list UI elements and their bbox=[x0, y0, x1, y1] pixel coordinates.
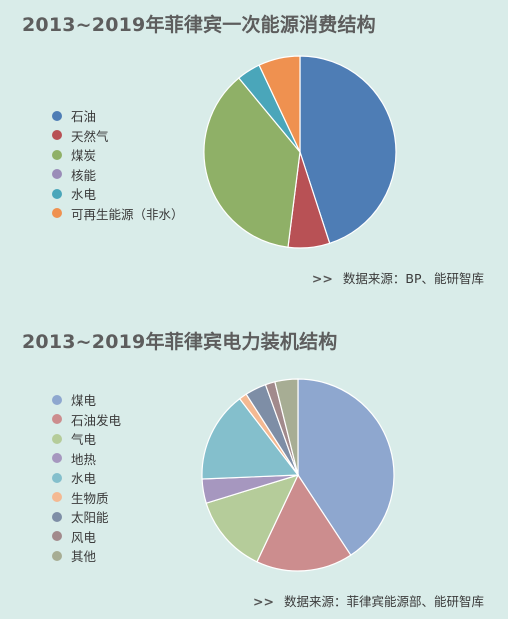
source-text: 数据来源：菲律宾能源部、能研智库 bbox=[283, 594, 484, 609]
legend-label: 可再生能源（非水） bbox=[71, 206, 184, 222]
pie-slice-2 bbox=[203, 77, 301, 248]
legend-swatch bbox=[52, 394, 62, 405]
source-arrow: >> bbox=[311, 271, 333, 286]
legend-label: 其他 bbox=[71, 549, 97, 565]
pie-slice-1 bbox=[256, 473, 352, 572]
legend-item: 煤炭 bbox=[52, 145, 184, 165]
legend-swatch bbox=[52, 169, 62, 180]
legend-label: 水电 bbox=[71, 471, 97, 487]
data-source-note: >> 数据来源：菲律宾能源部、能研智库 bbox=[253, 591, 484, 610]
pie-slice-8 bbox=[274, 378, 299, 476]
chart-title: 2013~2019年菲律宾一次能源消费结构 bbox=[22, 14, 376, 36]
legend-item: 核能 bbox=[52, 165, 184, 185]
legend-swatch bbox=[52, 110, 62, 121]
pie-slice-0 bbox=[299, 55, 397, 245]
legend-label: 石油 bbox=[71, 109, 97, 125]
pie-slice-5 bbox=[258, 55, 301, 153]
legend-item: 石油 bbox=[52, 106, 184, 126]
legend-item: 水电 bbox=[52, 468, 121, 488]
power-capacity-pie-chart bbox=[201, 378, 395, 572]
data-source-note: >> 数据来源：BP、能研智库 bbox=[312, 268, 484, 287]
legend-label: 气电 bbox=[71, 432, 97, 448]
chart-title: 2013~2019年菲律宾电力装机结构 bbox=[22, 331, 338, 353]
legend-label: 太阳能 bbox=[71, 510, 109, 526]
chart-legend: 石油天然气煤炭核能水电可再生能源（非水） bbox=[52, 106, 184, 223]
power-capacity-chart-panel: 2013~2019年菲律宾电力装机结构 煤电石油发电气电地热水电生物质太阳能风电… bbox=[0, 318, 508, 619]
legend-label: 地热 bbox=[71, 451, 97, 467]
legend-swatch bbox=[52, 472, 62, 483]
legend-swatch bbox=[52, 492, 62, 503]
legend-item: 气电 bbox=[52, 429, 121, 449]
source-arrow: >> bbox=[253, 594, 274, 609]
pie-slice-4 bbox=[201, 397, 300, 480]
legend-item: 风电 bbox=[52, 527, 121, 547]
legend-item: 可再生能源（非水） bbox=[52, 204, 184, 224]
legend-label: 水电 bbox=[71, 187, 97, 203]
legend-item: 天然气 bbox=[52, 126, 184, 146]
legend-item: 地热 bbox=[52, 449, 121, 469]
primary-energy-chart-panel: 2013~2019年菲律宾一次能源消费结构 石油天然气煤炭核能水电可再生能源（非… bbox=[0, 0, 508, 300]
legend-item: 太阳能 bbox=[52, 507, 121, 527]
legend-swatch bbox=[52, 188, 62, 199]
legend-label: 风电 bbox=[71, 529, 97, 545]
legend-label: 煤电 bbox=[71, 393, 97, 409]
legend-item: 煤电 bbox=[52, 390, 121, 410]
legend-swatch bbox=[52, 208, 62, 219]
legend-item: 水电 bbox=[52, 184, 184, 204]
legend-swatch bbox=[52, 550, 62, 561]
legend-item: 其他 bbox=[52, 546, 121, 566]
legend-item: 石油发电 bbox=[52, 410, 121, 430]
legend-label: 生物质 bbox=[71, 490, 109, 506]
source-text: 数据来源：BP、能研智库 bbox=[342, 271, 484, 286]
legend-swatch bbox=[52, 130, 62, 141]
legend-swatch bbox=[52, 433, 62, 444]
legend-label: 煤炭 bbox=[71, 148, 97, 164]
legend-swatch bbox=[52, 414, 62, 425]
legend-label: 核能 bbox=[71, 167, 97, 183]
legend-swatch bbox=[52, 149, 62, 160]
legend-swatch bbox=[52, 511, 62, 522]
legend-swatch bbox=[52, 531, 62, 542]
legend-swatch bbox=[52, 453, 62, 464]
primary-energy-pie-chart bbox=[203, 55, 397, 249]
legend-label: 石油发电 bbox=[71, 412, 122, 428]
legend-label: 天然气 bbox=[71, 128, 109, 144]
legend-item: 生物质 bbox=[52, 488, 121, 508]
chart-legend: 煤电石油发电气电地热水电生物质太阳能风电其他 bbox=[52, 390, 121, 566]
